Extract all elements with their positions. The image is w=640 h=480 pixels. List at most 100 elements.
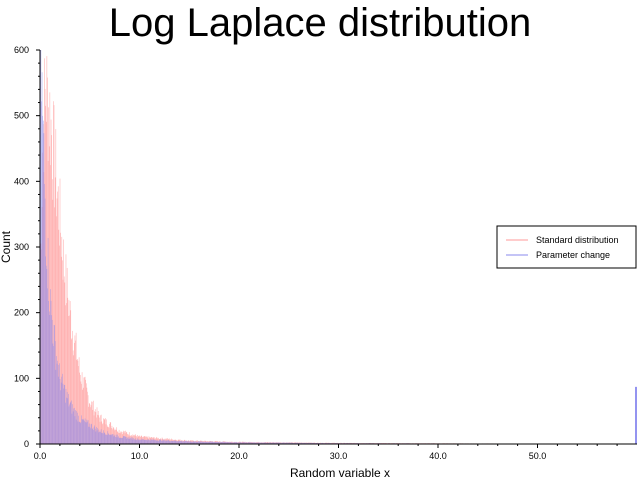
bar [42, 120, 44, 444]
y-tick-label: 500 [14, 111, 29, 121]
bar [237, 442, 239, 444]
bar [114, 435, 115, 444]
bar [81, 372, 83, 444]
bar [72, 411, 74, 444]
bar [66, 267, 68, 444]
bar [296, 442, 298, 444]
bar [159, 439, 160, 444]
bar [213, 442, 214, 444]
bar [265, 442, 267, 444]
bar [99, 417, 100, 444]
bar [185, 440, 187, 444]
bar [66, 391, 68, 444]
bar [204, 441, 205, 444]
bar [157, 440, 159, 444]
bar [284, 442, 285, 444]
bar [99, 430, 101, 444]
bar [220, 441, 221, 444]
bar [118, 436, 119, 444]
bar [301, 442, 303, 444]
bar [57, 186, 59, 445]
bar [158, 440, 160, 444]
bar [58, 229, 60, 444]
bar [108, 433, 109, 444]
bar [80, 421, 82, 444]
bar [69, 402, 71, 444]
bar [113, 427, 115, 444]
legend-box [496, 225, 637, 269]
bar [257, 442, 258, 444]
bar [281, 442, 283, 444]
bar [59, 379, 61, 444]
bar [104, 432, 106, 444]
bar [54, 341, 56, 444]
bar [94, 409, 96, 444]
bar [152, 439, 153, 444]
bar [212, 441, 214, 444]
bar [177, 441, 179, 444]
bar [62, 383, 64, 444]
bar [225, 441, 227, 444]
bar [94, 428, 96, 444]
bar [107, 431, 109, 444]
bar [182, 441, 184, 444]
bar [217, 441, 218, 444]
bar [63, 276, 65, 444]
bar [296, 442, 297, 444]
bar [173, 441, 174, 444]
bar [87, 391, 88, 444]
bar [130, 437, 131, 444]
bar [78, 366, 79, 444]
bar [201, 441, 203, 444]
bar [154, 439, 156, 444]
bar [91, 429, 93, 444]
bar [300, 442, 301, 444]
bar [284, 442, 286, 444]
bar [190, 441, 192, 444]
bar [250, 442, 252, 444]
bar [171, 441, 173, 444]
bar [256, 442, 257, 444]
bar [75, 340, 76, 444]
bar [100, 432, 101, 444]
bar [134, 439, 135, 444]
y-axis-label: Count [0, 230, 13, 263]
bar [155, 440, 157, 444]
bar [82, 387, 84, 444]
bar [304, 442, 306, 444]
bar [136, 439, 138, 444]
bar [135, 439, 137, 444]
bar [127, 437, 129, 444]
bar [63, 239, 64, 444]
bar [141, 438, 143, 444]
bar [60, 382, 62, 444]
bar [110, 434, 112, 444]
bar [223, 442, 225, 444]
bar [226, 442, 228, 444]
bar [84, 377, 85, 444]
bar [63, 384, 65, 444]
bar [65, 388, 67, 444]
bar [71, 339, 72, 444]
bar [199, 441, 200, 444]
bar [164, 439, 166, 444]
bar [161, 440, 162, 444]
bar [262, 442, 264, 444]
bar [62, 260, 63, 444]
bar [93, 400, 94, 444]
x-axis-ticks: 0.0 10.0 20.0 30.0 40.0 50.0 [34, 444, 618, 461]
bar [59, 178, 61, 444]
bar [160, 439, 162, 444]
bar [279, 442, 280, 444]
bar [201, 441, 202, 444]
bar [163, 439, 165, 444]
bar [88, 406, 89, 444]
bar [195, 441, 196, 444]
bar [61, 236, 63, 444]
bar [151, 439, 152, 444]
bar [256, 442, 258, 444]
bar [115, 436, 116, 444]
bar [225, 441, 226, 444]
bar [116, 434, 118, 444]
bar [81, 415, 82, 444]
